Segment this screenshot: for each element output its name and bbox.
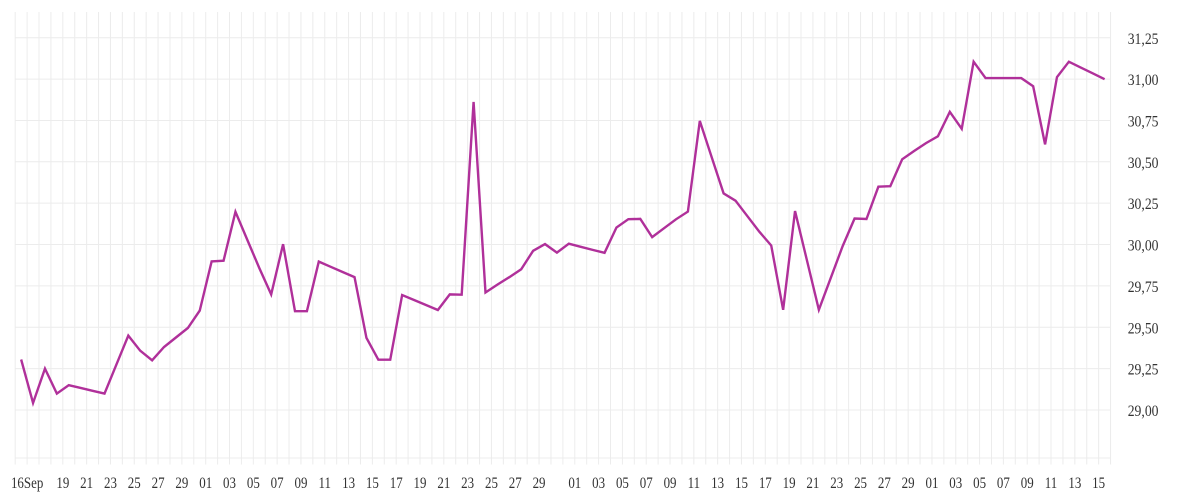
svg-text:05: 05: [973, 475, 986, 492]
svg-text:27: 27: [509, 475, 522, 492]
svg-text:13: 13: [711, 475, 724, 492]
svg-text:30,50: 30,50: [1128, 155, 1159, 172]
svg-text:11: 11: [688, 475, 700, 492]
svg-text:30,75: 30,75: [1128, 114, 1159, 131]
svg-text:19: 19: [56, 475, 69, 492]
svg-text:11: 11: [319, 475, 331, 492]
svg-text:09: 09: [664, 475, 677, 492]
svg-text:29,50: 29,50: [1128, 321, 1159, 338]
svg-text:16Sep: 16Sep: [11, 475, 43, 492]
svg-text:01: 01: [199, 475, 212, 492]
svg-text:09: 09: [1021, 475, 1034, 492]
svg-text:29: 29: [902, 475, 915, 492]
svg-text:29: 29: [175, 475, 188, 492]
svg-text:31,00: 31,00: [1128, 72, 1159, 89]
svg-text:30,25: 30,25: [1128, 197, 1159, 214]
svg-text:17: 17: [759, 475, 772, 492]
svg-text:30,00: 30,00: [1128, 238, 1159, 255]
svg-text:27: 27: [152, 475, 165, 492]
svg-text:15: 15: [735, 475, 748, 492]
svg-text:23: 23: [104, 475, 117, 492]
svg-text:05: 05: [247, 475, 260, 492]
svg-text:29,75: 29,75: [1128, 279, 1159, 296]
svg-text:13: 13: [1068, 475, 1081, 492]
svg-text:03: 03: [949, 475, 962, 492]
svg-text:31,25: 31,25: [1128, 31, 1159, 48]
svg-text:25: 25: [485, 475, 498, 492]
svg-text:07: 07: [997, 475, 1010, 492]
svg-text:29,25: 29,25: [1128, 362, 1159, 379]
svg-text:23: 23: [461, 475, 474, 492]
svg-text:25: 25: [854, 475, 867, 492]
svg-text:23: 23: [830, 475, 843, 492]
svg-text:01: 01: [925, 475, 938, 492]
svg-text:25: 25: [128, 475, 141, 492]
svg-text:21: 21: [437, 475, 450, 492]
svg-text:21: 21: [80, 475, 93, 492]
svg-text:29,00: 29,00: [1128, 403, 1159, 420]
svg-text:27: 27: [878, 475, 891, 492]
svg-text:11: 11: [1045, 475, 1057, 492]
svg-text:19: 19: [414, 475, 427, 492]
svg-text:03: 03: [592, 475, 605, 492]
svg-text:17: 17: [390, 475, 403, 492]
svg-text:15: 15: [1092, 475, 1105, 492]
svg-text:29: 29: [533, 475, 546, 492]
svg-text:05: 05: [616, 475, 629, 492]
svg-text:07: 07: [640, 475, 653, 492]
svg-text:21: 21: [806, 475, 819, 492]
svg-text:13: 13: [342, 475, 355, 492]
svg-text:03: 03: [223, 475, 236, 492]
svg-text:15: 15: [366, 475, 379, 492]
svg-text:19: 19: [783, 475, 796, 492]
svg-text:07: 07: [271, 475, 284, 492]
svg-text:09: 09: [294, 475, 307, 492]
svg-text:01: 01: [568, 475, 581, 492]
